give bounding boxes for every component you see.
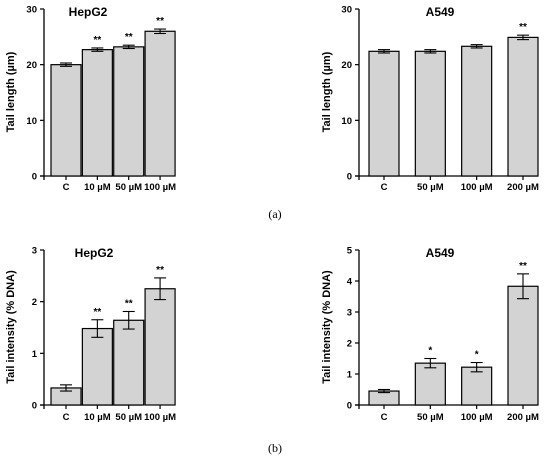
x-tick-label: 10 µM bbox=[84, 412, 111, 423]
x-tick-label: 100 µM bbox=[144, 412, 176, 423]
y-tick-label: 0 bbox=[347, 401, 352, 412]
y-tick-label: 20 bbox=[341, 60, 352, 71]
y-tick-label: 10 bbox=[26, 116, 37, 127]
y-tick-label: 5 bbox=[347, 246, 353, 257]
significance-marker: ** bbox=[125, 32, 133, 43]
y-tick-label: 30 bbox=[341, 5, 352, 16]
x-tick-label: 200 µM bbox=[507, 412, 539, 423]
bar-1 bbox=[81, 327, 113, 406]
bar-2 bbox=[113, 46, 145, 177]
bar-0 bbox=[368, 50, 400, 177]
x-tick-label: C bbox=[63, 412, 70, 423]
x-tick-label: 50 µM bbox=[417, 182, 444, 193]
y-axis-label: Tail length (µm) bbox=[5, 51, 17, 132]
significance-marker: ** bbox=[93, 35, 101, 46]
bar-0 bbox=[50, 64, 82, 177]
significance-marker: * bbox=[428, 346, 432, 357]
y-tick-label: 1 bbox=[347, 370, 353, 381]
chart-title: A549 bbox=[426, 5, 455, 19]
y-tick-label: 0 bbox=[32, 172, 37, 183]
significance-marker: ** bbox=[519, 22, 527, 33]
x-tick-label: 100 µM bbox=[461, 412, 493, 423]
chart-tail-intensity-hepg2: HepG2 Tail intensity (% DNA) 0 1 2 3 C ** 10 µM *… bbox=[5, 246, 176, 424]
chart-tail-intensity-a549: A549 Tail intensity (% DNA) 0 1 2 3 4 5 C * 50 µM *… bbox=[321, 246, 539, 424]
y-tick-label: 4 bbox=[347, 277, 353, 288]
y-axis-label: Tail intensity (% DNA) bbox=[5, 270, 17, 384]
significance-marker: ** bbox=[156, 265, 164, 276]
significance-marker: * bbox=[475, 350, 479, 361]
x-tick-label: 10 µM bbox=[84, 182, 111, 193]
x-tick-label: 50 µM bbox=[417, 412, 444, 423]
bar-3 bbox=[507, 36, 539, 177]
bar-3 bbox=[507, 285, 539, 406]
y-tick-label: 2 bbox=[347, 339, 352, 350]
x-tick-label: 100 µM bbox=[144, 182, 176, 193]
significance-marker: ** bbox=[93, 307, 101, 318]
y-axis-label: Tail length (µm) bbox=[321, 51, 333, 132]
chart-tail-length-hepg2: HepG2 Tail length (µm) 0 10 20 30 C ** 10 µM ** 50… bbox=[5, 5, 176, 194]
bar-2 bbox=[461, 45, 493, 177]
chart-tail-length-a549: A549 Tail length (µm) 0 10 20 30 C 50 µM 100 µM *… bbox=[321, 5, 539, 194]
y-tick-label: 3 bbox=[32, 246, 37, 257]
x-tick-label: 50 µM bbox=[115, 182, 142, 193]
chart-title: HepG2 bbox=[75, 246, 114, 260]
x-tick-label: C bbox=[63, 182, 70, 193]
bar-1 bbox=[414, 50, 446, 177]
panel-label-a: (a) bbox=[268, 207, 281, 221]
bar-2 bbox=[113, 319, 145, 406]
bar-2 bbox=[461, 366, 493, 406]
y-tick-label: 20 bbox=[26, 60, 37, 71]
x-tick-label: C bbox=[381, 412, 388, 423]
bar-1 bbox=[414, 362, 446, 406]
y-axis-label: Tail intensity (% DNA) bbox=[321, 270, 333, 384]
y-tick-label: 30 bbox=[26, 5, 37, 16]
chart-title: A549 bbox=[426, 246, 455, 260]
significance-marker: ** bbox=[519, 261, 527, 272]
chart-title: HepG2 bbox=[69, 5, 108, 19]
x-tick-label: 50 µM bbox=[115, 412, 142, 423]
y-tick-label: 1 bbox=[32, 349, 38, 360]
bar-1 bbox=[81, 49, 113, 177]
y-tick-label: 0 bbox=[347, 172, 352, 183]
significance-marker: ** bbox=[125, 298, 133, 309]
y-tick-label: 2 bbox=[32, 297, 37, 308]
x-tick-label: 200 µM bbox=[507, 182, 539, 193]
x-tick-label: 100 µM bbox=[461, 182, 493, 193]
bar-3 bbox=[144, 30, 176, 177]
y-tick-label: 3 bbox=[347, 308, 352, 319]
x-tick-label: C bbox=[381, 182, 388, 193]
bar-3 bbox=[144, 288, 176, 406]
y-tick-label: 0 bbox=[32, 401, 37, 412]
significance-marker: ** bbox=[156, 16, 164, 27]
y-tick-label: 10 bbox=[341, 116, 352, 127]
panel-label-b: (b) bbox=[268, 441, 282, 455]
